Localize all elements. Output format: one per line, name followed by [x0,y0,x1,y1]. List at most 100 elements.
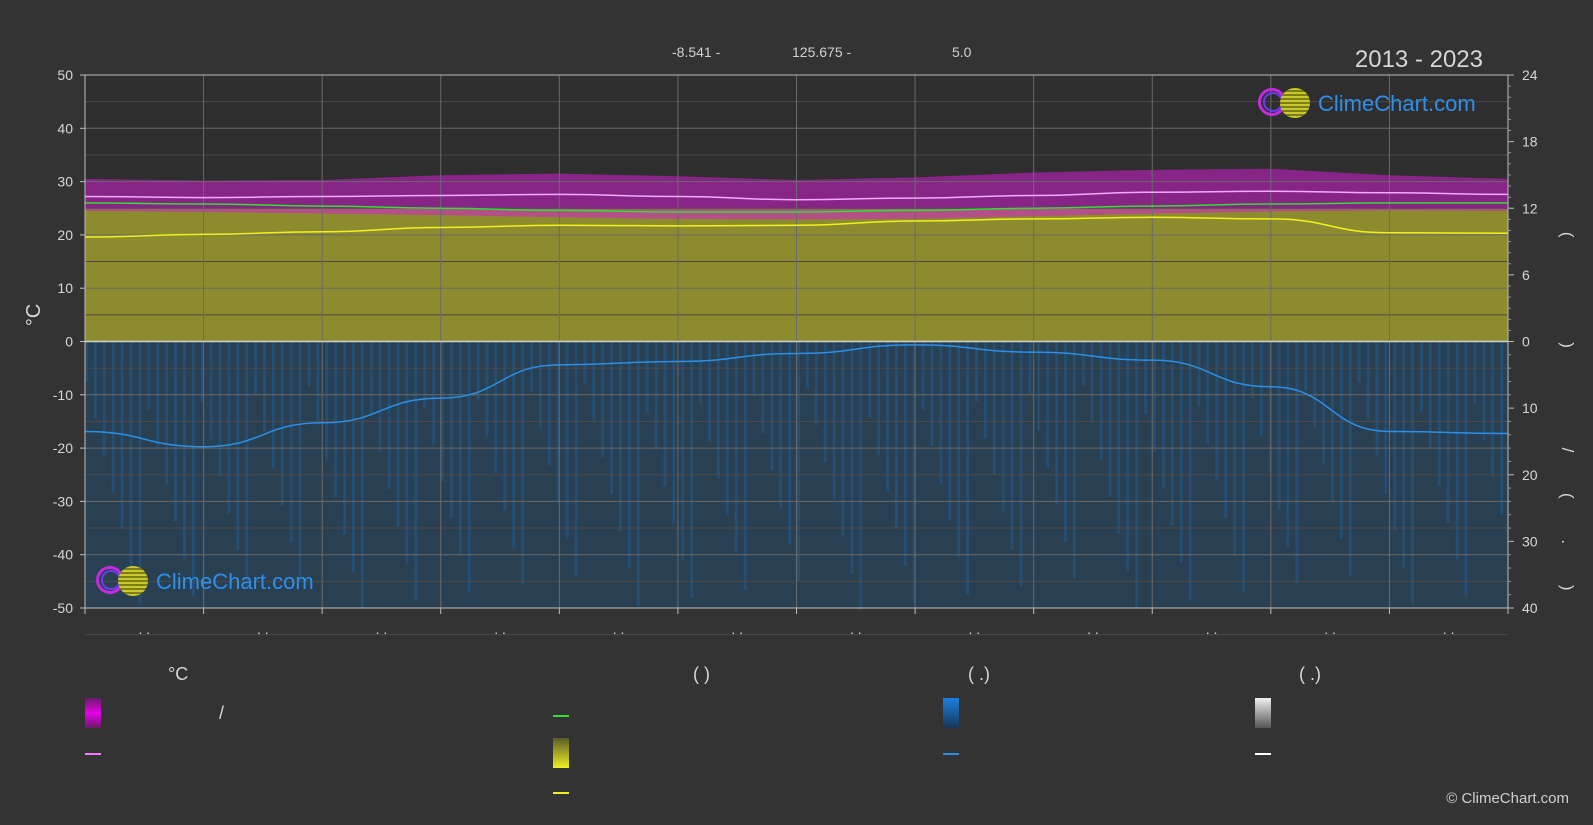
legend-snow-swatch [1255,698,1271,728]
series-line-1 [84,190,1509,201]
legend-rain-header: ( .) [968,664,990,684]
x-tick-label: . . [138,621,150,637]
rain-streak [1268,341,1272,473]
rain-streak [556,341,560,503]
rain-streak [1402,341,1406,568]
rain-streak [512,341,516,548]
year-range: 2013 - 2023 [1354,46,1483,73]
rain-streak [271,341,275,469]
rain-streak [245,341,249,588]
rain-streak [1055,341,1059,505]
series-line-4 [84,344,1509,448]
rain-streak [182,341,186,559]
rain-streak [1455,341,1459,560]
rain-streak [903,341,907,566]
rain-streak [316,341,320,424]
copyright: © ClimeChart.com [1446,790,1569,807]
latitude-label: -8.541 - [672,44,721,60]
rain-streak [1153,341,1156,452]
rain-streak [1348,341,1352,576]
rain-streak [467,341,471,593]
rain-streak [1393,341,1397,531]
rain-streak [521,341,525,585]
brand-text: ClimeChart.com [156,569,314,594]
rain-streak [102,341,106,456]
rain-streak [476,341,480,400]
y-tick-label-right: 0 [1522,334,1530,350]
chart-axes: 50 40 30 20 10 0 -10 -20 -30 -40 -50 °C 24 18 12 6 0 10 20… [23,67,1577,637]
y-tick-label-left: -40 [53,547,73,563]
rain-streak [975,341,978,402]
rain-streak [690,341,694,598]
rain-streak [619,341,622,532]
x-tick-label: . . [850,621,862,637]
rain-streak [1179,341,1183,563]
rain-streak [654,341,658,450]
rain-streak [636,341,640,606]
rain-streak [138,341,142,604]
rain-streak [147,341,151,411]
y-tick-label-right: 12 [1522,200,1538,216]
y-tick-label-right: 40 [1522,600,1538,616]
rain-streak [1019,341,1023,587]
rain-streak [601,341,605,458]
brand-text: ClimeChart.com [1318,91,1476,116]
brand-logo-top[interactable]: ClimeChart.com [1258,88,1476,120]
rain-streak [1482,341,1486,441]
rain-streak [627,341,631,569]
x-tick-label: . . [257,621,269,637]
rain-streak [1500,341,1504,515]
y-tick-label-left: 20 [57,227,73,243]
rain-streak [334,341,338,498]
rain-streak [699,341,703,405]
rain-streak [1464,341,1468,597]
rain-streak [1161,341,1165,489]
rain-streak [1357,341,1361,383]
rain-streak [1224,341,1228,518]
legend-temp-line [85,753,101,755]
rain-streak [565,341,569,540]
legend-snow-line [1255,753,1271,755]
x-tick-label: . . [376,621,388,637]
rain-streak [1064,341,1067,542]
rain-streak [1001,341,1005,513]
rain-streak [530,341,533,392]
legend-sun-line [553,792,569,794]
rain-streak [1010,341,1014,550]
series-line-2 [84,202,1508,213]
y-tick-label-right: 20 [1522,467,1538,483]
chart-lines [84,190,1509,448]
legend-rain-line [943,753,959,755]
y-tick-label-left: 10 [57,280,73,296]
elevation-label: 5.0 [952,44,972,60]
rain-streak [174,341,177,522]
rain-streak [1117,341,1121,534]
rain-streak [841,341,845,537]
rain-streak [930,341,934,447]
rain-streak [369,341,373,416]
rain-streak [93,341,97,419]
rain-streak [236,341,240,551]
rain-streak [823,341,827,463]
rain-streak [1072,341,1076,579]
rain-streak [441,341,444,482]
legend-temp-sep: / [219,703,225,723]
rain-streak [1250,341,1254,399]
rain-streak [1259,341,1263,436]
y-tick-label-right: 18 [1522,134,1538,150]
rain-streak [672,341,676,524]
rain-streak [957,341,961,558]
rain-streak [129,341,133,567]
rain-streak [325,341,329,461]
brand-logo-bottom[interactable]: ClimeChart.com [96,566,314,598]
rain-streak [209,341,213,440]
rain-streak [1028,341,1032,394]
y-axis-label-right-bottom: / ( . ) [1558,448,1577,609]
rain-streak [921,341,925,410]
rain-streak [992,341,996,476]
y-tick-label-left: -30 [53,493,73,509]
y-tick-label-left: 0 [65,334,73,350]
rain-streak [1081,341,1085,386]
rain-streak [120,341,124,530]
